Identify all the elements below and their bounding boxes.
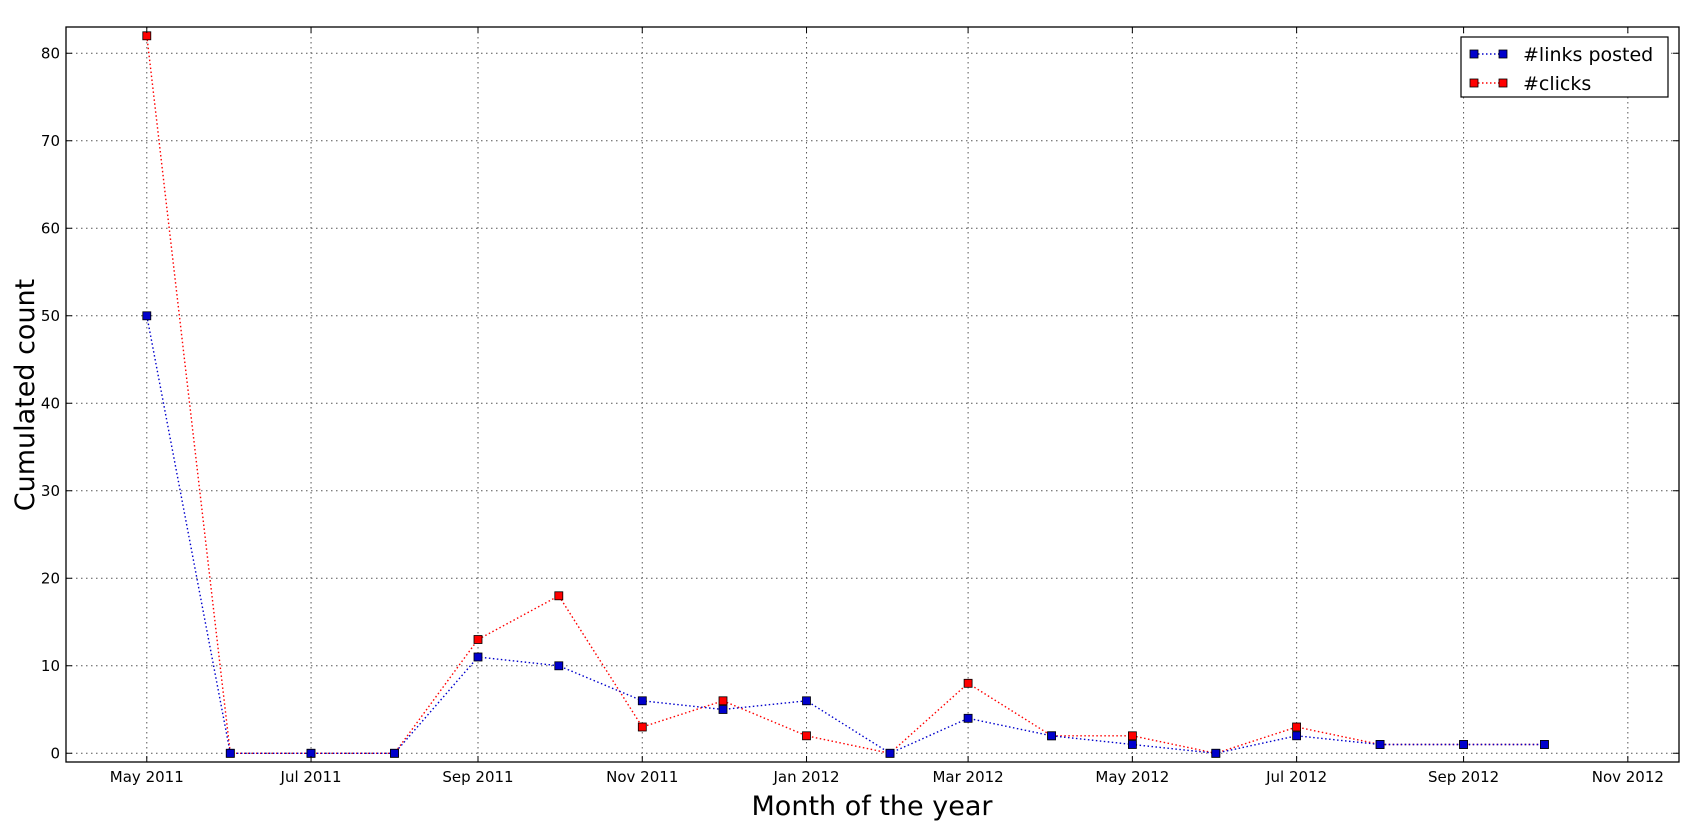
x-tick-label: Jul 2012 [1265, 768, 1327, 786]
data-point [142, 311, 152, 321]
x-tick-label: Jan 2012 [772, 768, 839, 786]
data-point [1128, 731, 1137, 741]
data-point [963, 713, 973, 723]
data-point [1128, 740, 1137, 749]
x-tick-label: Jul 2011 [280, 768, 342, 786]
data-point [473, 652, 483, 662]
x-tick-label: Mar 2012 [932, 768, 1003, 786]
data-point [637, 722, 647, 732]
series-line [146, 315, 1545, 755]
x-tick-label: Sep 2012 [1428, 768, 1499, 786]
y-tick-label: 60 [41, 219, 60, 237]
data-point [1047, 731, 1056, 741]
series-layer [142, 31, 1549, 758]
plot-frame [65, 26, 1680, 763]
y-axis-title: Cumulated count [10, 279, 41, 512]
y-tick-label: 10 [41, 657, 60, 675]
series-0 [142, 311, 1549, 758]
data-point [1292, 731, 1301, 741]
legend-marker [1469, 78, 1479, 88]
data-point [802, 731, 811, 741]
data-point [473, 635, 483, 644]
data-point [963, 678, 973, 688]
data-point [1459, 740, 1468, 749]
y-tick-label: 20 [41, 569, 60, 587]
legend-label: #links posted [1523, 44, 1653, 66]
data-point [225, 748, 235, 758]
data-point [718, 705, 728, 714]
data-point [637, 696, 647, 706]
legend-entry-0: #links posted [1469, 44, 1653, 66]
x-tick-label: May 2012 [1095, 768, 1169, 786]
data-point [802, 696, 811, 706]
data-point [1375, 740, 1385, 749]
data-point [718, 696, 728, 706]
data-point [885, 748, 895, 758]
data-point [554, 591, 564, 601]
y-tick-label: 80 [41, 44, 60, 62]
y-tick-label: 30 [41, 482, 60, 500]
x-axis-title: Month of the year [752, 791, 994, 822]
data-point [390, 748, 399, 758]
legend-marker [1498, 78, 1508, 88]
legend-label: #clicks [1523, 73, 1591, 95]
legend-entry-1: #clicks [1469, 73, 1591, 95]
data-point [1540, 740, 1549, 749]
plot-background [66, 27, 1679, 762]
series-line [146, 35, 1545, 755]
x-tick-label: Sep 2011 [442, 768, 513, 786]
data-point [1292, 722, 1301, 732]
y-tick-label: 50 [41, 307, 60, 325]
legend-box [1460, 36, 1669, 98]
data-point [554, 661, 564, 671]
y-tick-label: 70 [41, 132, 60, 150]
data-point [1211, 748, 1221, 758]
x-tick-label: Nov 2012 [1592, 768, 1664, 786]
legend: #links posted #clicks [1460, 36, 1669, 98]
axis-ticks: 0 10 20 30 40 50 60 70 80 May 2011 Jul 2011 Sep 201… [41, 27, 1679, 786]
legend-marker [1498, 49, 1508, 59]
grid-lines [66, 27, 1679, 762]
y-tick-label: 40 [41, 394, 60, 412]
y-tick-label: 0 [50, 744, 60, 762]
x-tick-label: May 2011 [110, 768, 184, 786]
x-tick-label: Nov 2011 [606, 768, 678, 786]
legend-marker [1469, 49, 1479, 59]
